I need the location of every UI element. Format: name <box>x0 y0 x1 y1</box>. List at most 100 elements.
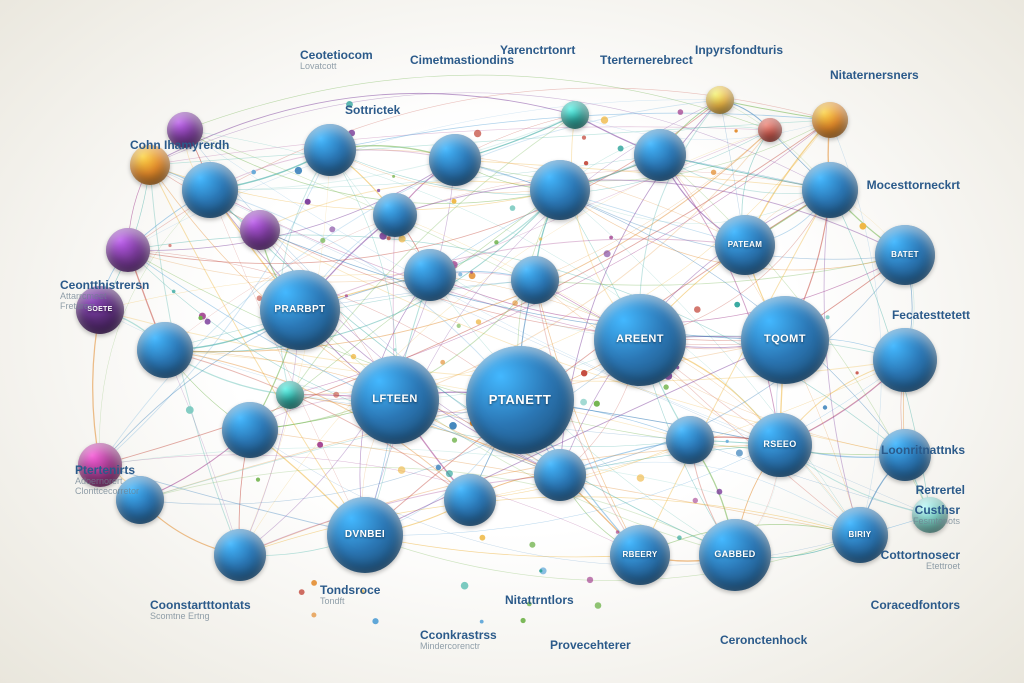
dot <box>826 315 830 319</box>
dot <box>440 360 445 365</box>
dot <box>529 542 535 548</box>
dot <box>305 199 311 205</box>
dot <box>527 602 532 607</box>
dot <box>736 450 743 457</box>
node-n_b16 <box>214 529 266 581</box>
dot <box>470 271 473 274</box>
dot <box>580 399 587 406</box>
node-n_b1 <box>182 162 238 218</box>
dot <box>205 319 211 325</box>
node-n_b11 <box>534 449 586 501</box>
node-n_b4 <box>530 160 590 220</box>
node-n_areent: AREENT <box>594 294 686 386</box>
dot <box>584 161 588 165</box>
node-n_p2: SOETE <box>76 286 124 334</box>
dot <box>256 478 260 482</box>
node-n_lfteen: LFTEEN <box>351 356 439 444</box>
node-label: DVNBEI <box>341 530 389 541</box>
dot <box>618 146 624 152</box>
dot <box>711 170 716 175</box>
node-label: RSEEO <box>759 440 800 449</box>
dot <box>474 130 481 137</box>
node-n_p3 <box>78 443 122 487</box>
dot <box>346 101 353 108</box>
node-n_o1 <box>130 145 170 185</box>
dot <box>823 405 827 409</box>
node-n_b20 <box>373 193 417 237</box>
dot <box>734 302 740 308</box>
node-n_b7: BATET <box>875 225 935 285</box>
node-label: PRARBPT <box>270 305 329 316</box>
dot <box>398 466 406 474</box>
dot <box>539 569 542 572</box>
edge-filler <box>455 160 745 245</box>
node-n_b5 <box>634 129 686 181</box>
dot <box>172 290 176 294</box>
dot <box>734 129 737 132</box>
dot <box>311 580 317 586</box>
dot <box>299 589 305 595</box>
node-n_rbeery: RBEERY <box>610 525 670 585</box>
node-n_o2 <box>812 102 848 138</box>
dot <box>510 205 516 211</box>
node-n_b19 <box>666 416 714 464</box>
node-n_t1 <box>561 101 589 129</box>
dot <box>601 116 608 123</box>
dot <box>436 465 441 470</box>
dot <box>594 401 600 407</box>
node-n_b9 <box>879 429 931 481</box>
node-label: GABBED <box>710 550 759 559</box>
node-n_b2 <box>304 124 356 176</box>
node-n_dvnbei: DVNBEI <box>327 497 403 573</box>
dot <box>320 238 325 243</box>
node-label: LFTEEN <box>368 394 421 406</box>
dot <box>480 535 486 541</box>
node-n_tqomt: TQOMT <box>741 296 829 384</box>
node-label: BATET <box>887 251 923 259</box>
dot <box>677 535 682 540</box>
node-n_b18 <box>511 256 559 304</box>
dot <box>186 406 194 414</box>
node-label: PATEAM <box>724 241 767 249</box>
dot <box>582 136 586 140</box>
dot <box>311 613 316 618</box>
dot <box>494 240 498 244</box>
dot <box>694 306 701 313</box>
dot <box>663 384 668 389</box>
dot <box>387 236 391 240</box>
node-label: TQOMT <box>760 334 810 346</box>
edge-filler <box>210 115 575 190</box>
node-n_b14 <box>137 322 193 378</box>
node-n_b6 <box>802 162 858 218</box>
node-label: BIRIY <box>845 531 876 539</box>
dot <box>587 577 593 583</box>
dot <box>860 223 867 230</box>
node-n_p1 <box>106 228 150 272</box>
dot <box>457 324 461 328</box>
dot <box>637 474 645 482</box>
node-n_t3 <box>276 381 304 409</box>
dot <box>449 422 457 430</box>
dot <box>392 175 395 178</box>
dot <box>461 582 469 590</box>
dot <box>360 589 364 593</box>
dot <box>351 354 356 359</box>
node-label: AREENT <box>612 334 668 346</box>
dot <box>329 226 335 232</box>
dot <box>476 319 481 324</box>
dot <box>717 489 723 495</box>
dot <box>512 300 518 306</box>
node-n_b3 <box>429 134 481 186</box>
node-n_p4 <box>240 210 280 250</box>
dot <box>604 250 611 257</box>
node-n_gabbed: GABBED <box>699 519 771 591</box>
dot <box>251 170 256 175</box>
node-label: PTANETT <box>485 393 556 407</box>
dot <box>581 370 587 376</box>
dot <box>452 438 457 443</box>
dot <box>377 189 380 192</box>
edge-filler <box>185 75 770 130</box>
node-n_b10: BIRIY <box>832 507 888 563</box>
dot <box>198 316 202 320</box>
node-n_prarbt: PRARBPT <box>260 270 340 350</box>
